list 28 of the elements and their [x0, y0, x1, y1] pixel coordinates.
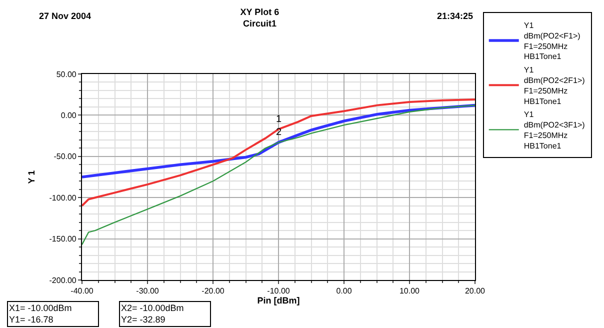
x-axis-title: Pin [dBm]: [257, 296, 300, 306]
text: X1= -10.00dBm Y1= -16.78: [9, 303, 72, 325]
x-tick-label: 0.00: [336, 286, 352, 296]
line-series: [82, 104, 475, 246]
x-tick-label: -10.00: [267, 286, 290, 296]
x-tick-label: 20.00: [464, 286, 486, 296]
y-tick-label: 0.00: [60, 111, 77, 120]
x-tick-label: 10.00: [399, 286, 420, 296]
y-tick-label: -50.00: [54, 152, 77, 162]
y-axis-title: Y 1: [26, 170, 37, 184]
line-series: [82, 98, 475, 207]
text: 27 Nov 2004: [39, 11, 92, 21]
annotation: 1: [276, 114, 282, 125]
text: 21:34:25: [437, 11, 474, 21]
legend-label: Y1 dBm(PO2<2F1>) F1=250MHz HB1Tone1: [524, 66, 586, 106]
y-tick-label: -100.00: [49, 193, 77, 202]
x-tick-label: -20.00: [202, 286, 225, 296]
legend-label: Y1 dBm(PO2<3F1>) F1=250MHz HB1Tone1: [524, 110, 586, 150]
y-tick-label: -150.00: [49, 234, 77, 244]
annotation: 2: [276, 127, 282, 138]
y-tick-label: -200.00: [49, 276, 77, 285]
text: X2= -10.00dBm Y2= -32.89: [121, 303, 184, 325]
chart-subtitle: Circuit1: [242, 18, 276, 28]
x-tick-label: -30.00: [136, 286, 160, 296]
y-tick-label: 50.00: [56, 70, 77, 79]
legend-label: Y1 dBm(PO2<F1>) F1=250MHz HB1Tone1: [524, 21, 581, 62]
x-tick-label: -40.00: [70, 286, 94, 296]
chart-title: XY Plot 6: [240, 6, 280, 17]
